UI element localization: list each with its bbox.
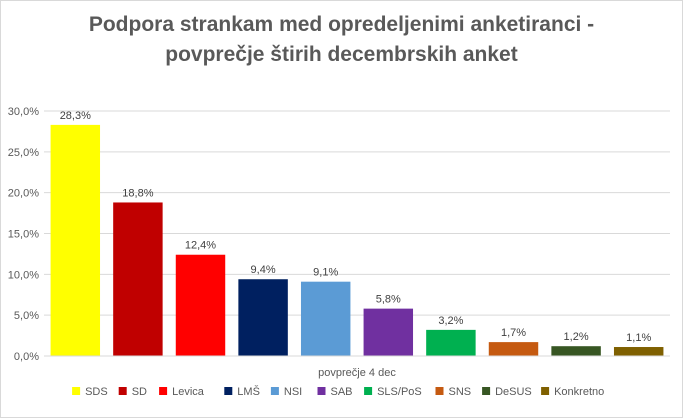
legend-label: Levica [172, 386, 205, 398]
bar-value-label: 5,8% [376, 294, 401, 306]
legend-label: DeSUS [495, 386, 532, 398]
legend-item: SD [118, 386, 147, 398]
bar-sls-pos [426, 329, 476, 356]
legend-label: LMŠ [237, 385, 260, 398]
legend-item: SDS [72, 386, 108, 398]
legend-label: SAB [331, 386, 353, 398]
bar-value-label: 9,1% [313, 267, 338, 279]
bar-konkretno [613, 347, 664, 356]
legend-swatch [270, 387, 279, 395]
legend-item: SNS [435, 386, 472, 398]
legend-swatch [317, 387, 326, 395]
y-tick-label: 5,0% [14, 310, 39, 322]
bar-lm- [238, 279, 288, 356]
bar-desus [551, 346, 601, 356]
y-tick-label: 0,0% [14, 351, 39, 363]
legend-label: Konkretno [554, 386, 604, 398]
legend: SDS SD Levica LMŠ NSI SAB SLS/PoS SNS DeSUS Konkr… [72, 385, 604, 398]
bar-value-label: 9,4% [251, 264, 276, 276]
bar-value-labels: 28,3% 18,8% 12,4% 9,4% 9,1% 5,8% 3,2% 1,7% 1,2% 1… [60, 110, 652, 344]
bar-levica [175, 254, 226, 356]
legend-label: SLS/PoS [377, 386, 422, 398]
bar-value-label: 28,3% [60, 110, 91, 122]
y-tick-label: 15,0% [8, 229, 39, 241]
legend-swatch [482, 387, 491, 395]
bars [50, 124, 664, 356]
y-tick-label: 25,0% [8, 147, 39, 159]
legend-item: SLS/PoS [364, 386, 422, 398]
bar-sd [113, 202, 163, 356]
bar-value-label: 12,4% [185, 240, 216, 252]
legend-item: Konkretno [541, 386, 604, 398]
bar-value-label: 1,7% [501, 327, 526, 339]
y-tick-label: 20,0% [8, 188, 39, 200]
y-axis-tick-labels: 0,0% 5,0% 10,0% 15,0% 20,0% 25,0% 30,0% [8, 106, 39, 363]
y-tick-label: 10,0% [8, 269, 39, 281]
bar-nsi [300, 281, 351, 356]
legend-swatch [541, 387, 550, 395]
legend-item: Levica [159, 386, 205, 398]
legend-swatch [224, 387, 233, 395]
chart-title-line-1: Podpora strankam med opredeljenimi anket… [88, 13, 595, 36]
legend-swatch [364, 387, 373, 395]
bar-sns [488, 342, 539, 356]
y-tick-label: 30,0% [8, 106, 39, 118]
chart-title: Podpora strankam med opredeljenimi anket… [0, 10, 683, 70]
legend-label: SNS [449, 386, 472, 398]
legend-item: SAB [317, 386, 353, 398]
legend-item: NSI [270, 386, 302, 398]
x-axis-label: povprečje 4 dec [318, 367, 396, 379]
legend-swatch [72, 387, 81, 395]
bar-sab [363, 308, 414, 356]
bar-value-label: 18,8% [122, 187, 153, 199]
legend-swatch [118, 387, 127, 395]
legend-swatch [159, 387, 168, 395]
legend-swatch [435, 387, 444, 395]
bar-value-label: 1,1% [626, 332, 651, 344]
bar-sds [50, 124, 101, 356]
chart-title-line-2: povprečje štirih decembrskih anket [165, 43, 518, 66]
legend-item: LMŠ [224, 385, 260, 398]
legend-item: DeSUS [482, 386, 532, 398]
legend-label: SD [132, 386, 147, 398]
legend-label: NSI [284, 386, 302, 398]
bar-value-label: 3,2% [438, 315, 463, 327]
bar-value-label: 1,2% [564, 331, 589, 343]
legend-label: SDS [85, 386, 108, 398]
